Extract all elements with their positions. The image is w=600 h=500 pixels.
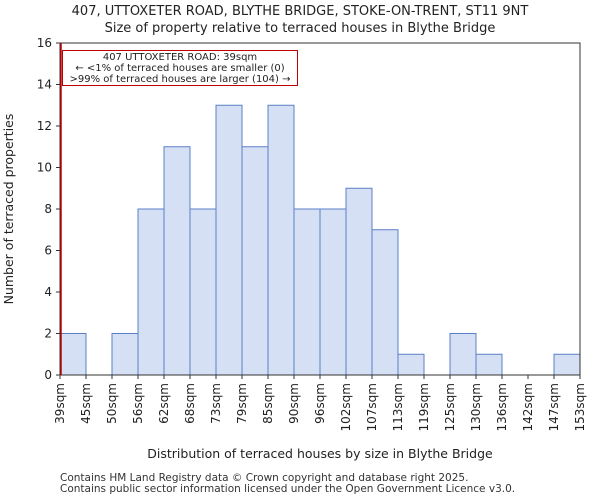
x-tick-label: 153sqm (573, 383, 587, 431)
x-tick-label: 68sqm (183, 383, 197, 424)
chart-title: 407, UTTOXETER ROAD, BLYTHE BRIDGE, STOK… (71, 4, 529, 19)
x-tick-label: 130sqm (469, 383, 483, 431)
x-tick-label: 107sqm (365, 383, 379, 431)
x-tick-label: 45sqm (79, 383, 93, 424)
histogram-bar (59, 333, 87, 376)
y-tick-label: 0 (44, 368, 52, 382)
histogram-bar (189, 208, 217, 376)
x-tick-label: 96sqm (313, 383, 327, 424)
annotation-line-2: ← <1% of terraced houses are smaller (0) (75, 63, 285, 74)
x-tick-label: 119sqm (417, 383, 431, 431)
y-tick-label: 4 (44, 285, 52, 299)
histogram-bar (397, 353, 425, 376)
annotation-line-3: >99% of terraced houses are larger (104)… (69, 74, 291, 85)
chart-subtitle: Size of property relative to terraced ho… (104, 21, 496, 36)
annotation-line-1: 407 UTTOXETER ROAD: 39sqm (102, 52, 258, 63)
y-tick-label: 8 (44, 202, 52, 216)
histogram-bar (215, 104, 243, 376)
x-tick-label: 90sqm (287, 383, 301, 424)
x-tick-label: 79sqm (235, 383, 249, 424)
x-axis-label: Distribution of terraced houses by size … (147, 446, 493, 461)
histogram-bar (241, 146, 269, 376)
y-tick-label: 14 (37, 78, 52, 92)
y-tick-label: 10 (37, 161, 52, 175)
x-tick-label: 147sqm (547, 383, 561, 431)
x-tick-label: 73sqm (209, 383, 223, 424)
histogram-bar (371, 229, 399, 376)
y-tick-label: 2 (44, 327, 52, 341)
x-tick-label: 39sqm (53, 383, 67, 424)
x-tick-label: 113sqm (391, 383, 405, 431)
x-tick-label: 136sqm (495, 383, 509, 431)
x-tick-label: 50sqm (105, 383, 119, 424)
histogram-bar (293, 208, 321, 376)
y-tick-label: 16 (37, 36, 52, 50)
y-axis-label: Number of terraced properties (1, 114, 16, 305)
histogram-bar (267, 104, 295, 376)
property-annotation: 407 UTTOXETER ROAD: 39sqm ← <1% of terra… (62, 50, 298, 86)
x-tick-label: 102sqm (339, 383, 353, 431)
x-tick-label: 62sqm (157, 383, 171, 424)
y-tick-label: 12 (37, 119, 52, 133)
x-tick-label: 142sqm (521, 383, 535, 431)
x-tick-label: 125sqm (443, 383, 457, 431)
histogram-bar (319, 208, 347, 376)
histogram-bar (475, 353, 503, 376)
histogram-bar (449, 333, 477, 376)
histogram-bar (163, 146, 191, 376)
histogram-bar (345, 187, 373, 376)
histogram-bar (137, 208, 165, 376)
footer-line-1: Contains HM Land Registry data © Crown c… (60, 472, 469, 484)
histogram-bar (111, 333, 139, 376)
x-tick-label: 85sqm (261, 383, 275, 424)
x-tick-label: 56sqm (131, 383, 145, 424)
histogram-bar (553, 353, 581, 376)
y-tick-label: 6 (44, 244, 52, 258)
footer-line-2: Contains public sector information licen… (60, 483, 516, 495)
